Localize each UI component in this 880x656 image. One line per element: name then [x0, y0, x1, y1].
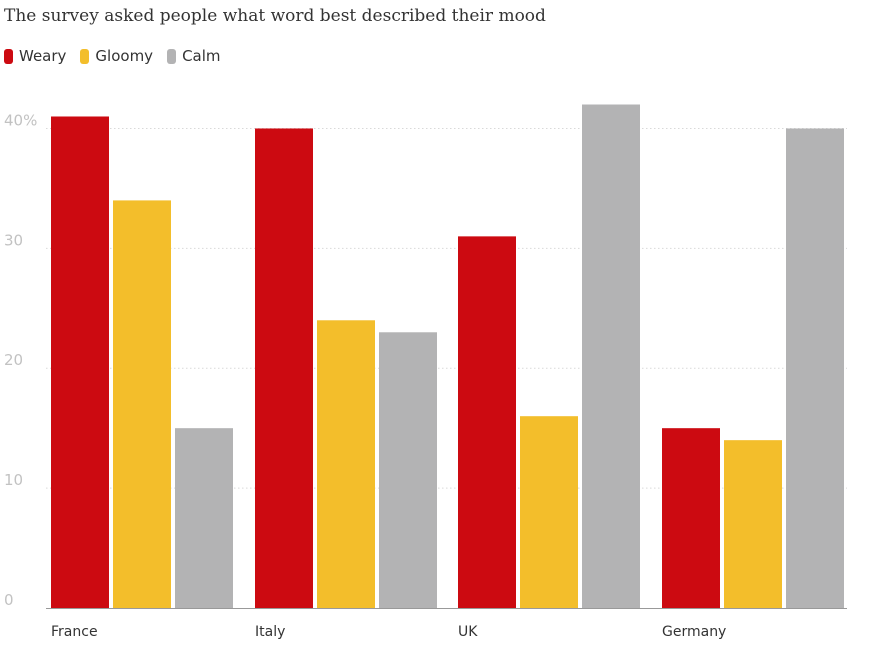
y-tick-label: 0 [4, 591, 14, 609]
bar-weary-germany [662, 428, 720, 608]
y-tick-label: 10 [4, 471, 23, 489]
legend-item-weary: Weary [4, 47, 66, 65]
bar-gloomy-italy [317, 320, 375, 608]
legend-item-calm: Calm [167, 47, 221, 65]
bar-gloomy-germany [724, 440, 782, 608]
x-tick-label: Germany [662, 624, 726, 640]
legend-label-gloomy: Gloomy [95, 47, 154, 65]
y-tick-label: 40% [4, 111, 37, 129]
x-tick-label: Italy [255, 624, 285, 640]
bar-gloomy-france [113, 200, 171, 608]
bar-weary-uk [458, 236, 516, 608]
bar-calm-uk [582, 104, 640, 608]
bar-weary-france [51, 116, 109, 608]
legend: Weary Gloomy Calm [4, 47, 235, 65]
legend-swatch-weary [4, 48, 13, 64]
x-tick-label: UK [458, 624, 478, 640]
legend-swatch-gloomy [80, 48, 90, 64]
bar-calm-germany [786, 128, 844, 608]
legend-label-weary: Weary [19, 47, 67, 65]
bar-calm-france [175, 428, 233, 608]
bar-calm-italy [379, 332, 437, 608]
chart-title: The survey asked people what word best d… [4, 6, 546, 26]
legend-swatch-calm [167, 48, 177, 64]
y-tick-label: 20 [4, 351, 23, 369]
legend-item-gloomy: Gloomy [80, 47, 153, 65]
legend-label-calm: Calm [182, 47, 221, 65]
bar-gloomy-uk [520, 416, 578, 608]
x-tick-label: France [51, 624, 98, 640]
y-tick-label: 30 [4, 231, 23, 249]
bar-weary-italy [255, 128, 313, 608]
